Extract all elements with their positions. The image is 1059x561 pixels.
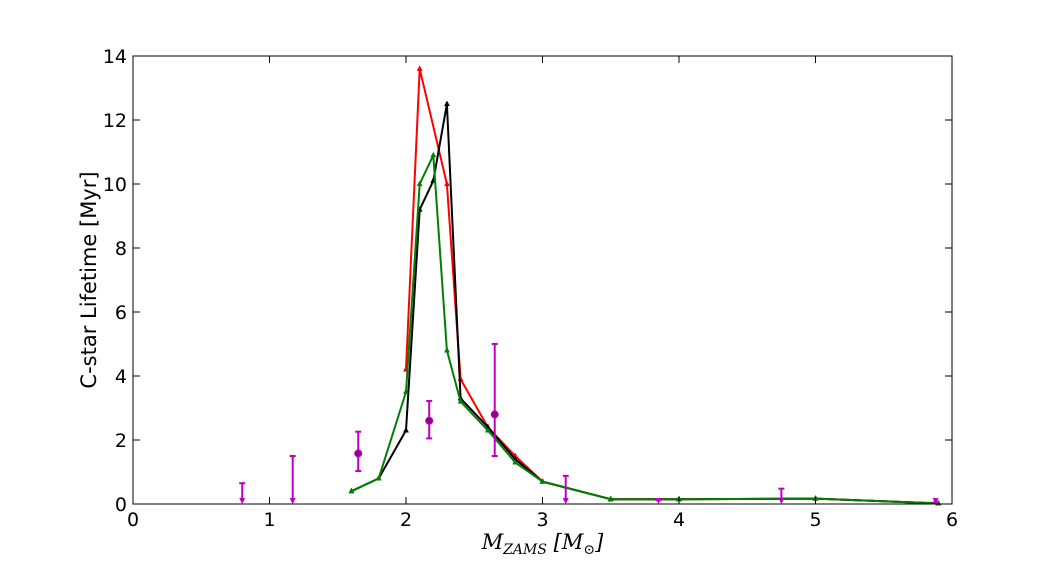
series-2-point-9 [539,478,546,484]
x-tick-label-6: 6 [946,509,958,531]
obs-point-0 [354,449,363,458]
series-2-point-1 [375,474,382,481]
y-tick-label-4: 8 [115,238,127,260]
x-axis-label-bracket-open: [ [547,530,563,554]
x-tick-label-3: 3 [536,509,548,531]
x-axis-label-sub: ZAMS [502,542,547,558]
series-line-1 [350,103,939,505]
upper-limit-arrow-1 [289,498,296,504]
y-tick-label-5: 10 [103,174,127,196]
y-tick-label-6: 12 [103,110,127,132]
upper-limit-arrow-3 [655,498,662,504]
upper-limit-arrow-5 [932,498,939,504]
series-2-point-7 [484,426,491,433]
series-2-point-5 [443,346,450,353]
x-tick-label-0: 0 [127,509,139,531]
obs-point-1 [425,416,434,425]
series-0-point-1 [416,65,423,71]
x-tick-label-5: 5 [809,509,821,531]
series-2-point-0 [348,487,355,494]
y-axis-label: C-star Lifetime [Myr] [77,171,101,388]
series-2-point-10 [607,495,614,502]
series-line-2 [350,154,939,505]
series-2-point-8 [512,458,519,465]
upper-limit-arrow-4 [778,498,785,504]
x-axis-label: MZAMS [M⊙] [481,530,604,558]
series-0-point-2 [443,180,450,187]
series-2-point-2 [403,388,409,395]
y-tick-label-0: 0 [115,494,127,516]
x-axis-label-bracket-close: ] [594,530,604,554]
y-tick-label-2: 4 [115,366,127,388]
x-axis-label-base: M [481,530,504,554]
plot-content [239,65,942,506]
upper-limit-arrow-2 [562,498,569,504]
series-2-point-4 [430,151,437,158]
series-2-point-6 [457,398,464,404]
plot-frame [132,55,953,505]
series-1-point-5 [443,100,450,107]
series-line-0 [405,67,939,505]
x-tick-label-1: 1 [263,509,275,531]
y-tick-label-3: 6 [115,302,127,324]
upper-limit-arrow-0 [239,498,246,504]
x-tick-label-4: 4 [673,509,685,531]
y-tick-label-7: 14 [103,46,127,68]
y-tick-label-1: 2 [115,430,127,452]
x-axis-label-bracket-base: M [561,530,584,554]
obs-point-2 [490,410,499,419]
series-2-point-3 [416,180,423,187]
x-axis-label-bracket-sub: ⊙ [583,542,595,558]
series-1-point-2 [403,426,409,433]
x-tick-label-2: 2 [400,509,412,531]
